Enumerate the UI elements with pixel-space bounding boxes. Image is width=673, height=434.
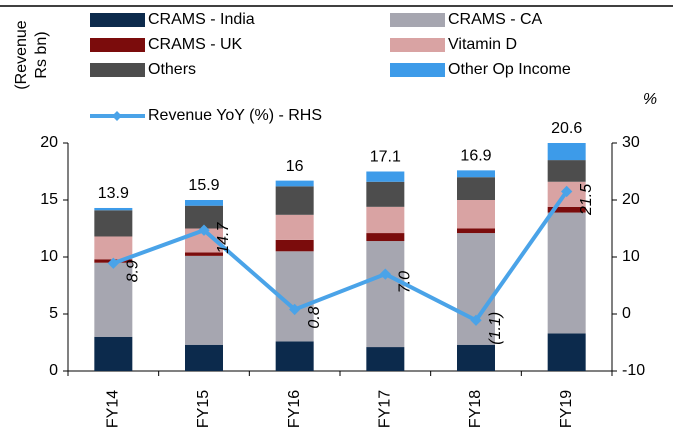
bar-segment	[94, 210, 133, 237]
bar-segment	[185, 205, 223, 229]
bar-segment	[366, 171, 405, 182]
y-axis-label: Rs bn)	[33, 31, 50, 78]
legend-swatch	[90, 63, 145, 77]
line-value-label: (1.1)	[487, 312, 504, 345]
bar-segment	[547, 333, 586, 371]
bar-segment	[366, 233, 405, 242]
line-value-label: 7.0	[397, 271, 414, 293]
line-marker	[470, 314, 482, 326]
legend-label: CRAMS - CA	[448, 11, 543, 28]
x-tick-label: FY19	[558, 390, 575, 428]
bar-segment	[185, 255, 223, 345]
bar-segment	[366, 206, 405, 234]
line-value-label: 0.8	[306, 306, 323, 328]
bar-segment	[547, 160, 586, 182]
y-tick-label: 10	[40, 248, 58, 265]
y-tick-label: 20	[40, 134, 58, 151]
bar-segment	[94, 336, 133, 371]
y2-tick-label: 0	[622, 305, 631, 322]
legend-label: Others	[148, 61, 196, 78]
y2-tick-label: 10	[622, 248, 640, 265]
bar-segment	[185, 252, 223, 256]
bar-segment	[366, 181, 405, 207]
bar-segment	[457, 228, 495, 234]
y2-tick-label: 30	[622, 134, 640, 151]
legend-swatch	[390, 63, 445, 77]
bar-segment	[366, 347, 405, 371]
y2-axis-label: %	[643, 91, 657, 108]
y-tick-label: 15	[40, 191, 58, 208]
bar-segment	[275, 180, 314, 187]
y-tick-label: 5	[49, 305, 58, 322]
legend-label: Other Op Income	[448, 61, 571, 78]
bar-segment	[185, 200, 223, 206]
y2-tick-label: 20	[622, 191, 640, 208]
bar-segment	[185, 344, 223, 371]
bar-segment	[457, 200, 495, 229]
legend-swatch	[90, 38, 145, 52]
x-tick-label: FY17	[377, 390, 394, 428]
x-tick-label: FY16	[286, 390, 303, 428]
line-value-label: 21.5	[578, 184, 595, 216]
bar-segment	[275, 341, 314, 371]
legend-label: Revenue YoY (%) - RHS	[148, 107, 322, 124]
bar-segment	[547, 212, 586, 334]
legend-label: CRAMS - India	[148, 11, 255, 28]
bar-segment	[275, 186, 314, 215]
legend-swatch	[90, 13, 145, 27]
total-label: 20.6	[551, 120, 582, 137]
bar-segment	[94, 262, 133, 337]
bar-segment	[457, 233, 495, 345]
y-tick-label: 0	[49, 362, 58, 379]
line-marker	[379, 268, 391, 280]
bar-segment	[457, 344, 495, 371]
legend-marker	[112, 111, 122, 121]
line-value-label: 14.7	[215, 222, 232, 254]
x-tick-label: FY18	[467, 390, 484, 428]
bar-segment	[457, 177, 495, 200]
bar-segment	[547, 143, 586, 161]
line-marker	[198, 224, 210, 236]
bar-segment	[366, 241, 405, 348]
bar-segment	[275, 239, 314, 252]
line-marker	[561, 185, 573, 198]
legend-swatch	[390, 13, 445, 27]
line	[112, 190, 569, 323]
x-tick-label: FY15	[195, 390, 212, 428]
total-label: 16	[286, 158, 304, 175]
y-axis-label: (Revenue	[13, 20, 30, 89]
total-label: 16.9	[460, 148, 491, 165]
total-label: 13.9	[98, 185, 129, 202]
line-marker	[289, 303, 301, 316]
legend-swatch	[390, 38, 445, 52]
x-tick-label: FY14	[105, 390, 122, 428]
legend-label: CRAMS - UK	[148, 36, 243, 53]
bar-segment	[94, 236, 133, 260]
y2-tick-label: -10	[622, 362, 645, 379]
bar-segment	[547, 206, 586, 213]
legend-label: Vitamin D	[448, 36, 517, 53]
bar-segment	[94, 207, 133, 211]
bar-segment	[457, 170, 495, 178]
line-value-label: 8.9	[125, 260, 142, 282]
bar-segment	[275, 214, 314, 240]
total-label: 17.1	[370, 149, 401, 166]
total-label: 15.9	[188, 177, 219, 194]
